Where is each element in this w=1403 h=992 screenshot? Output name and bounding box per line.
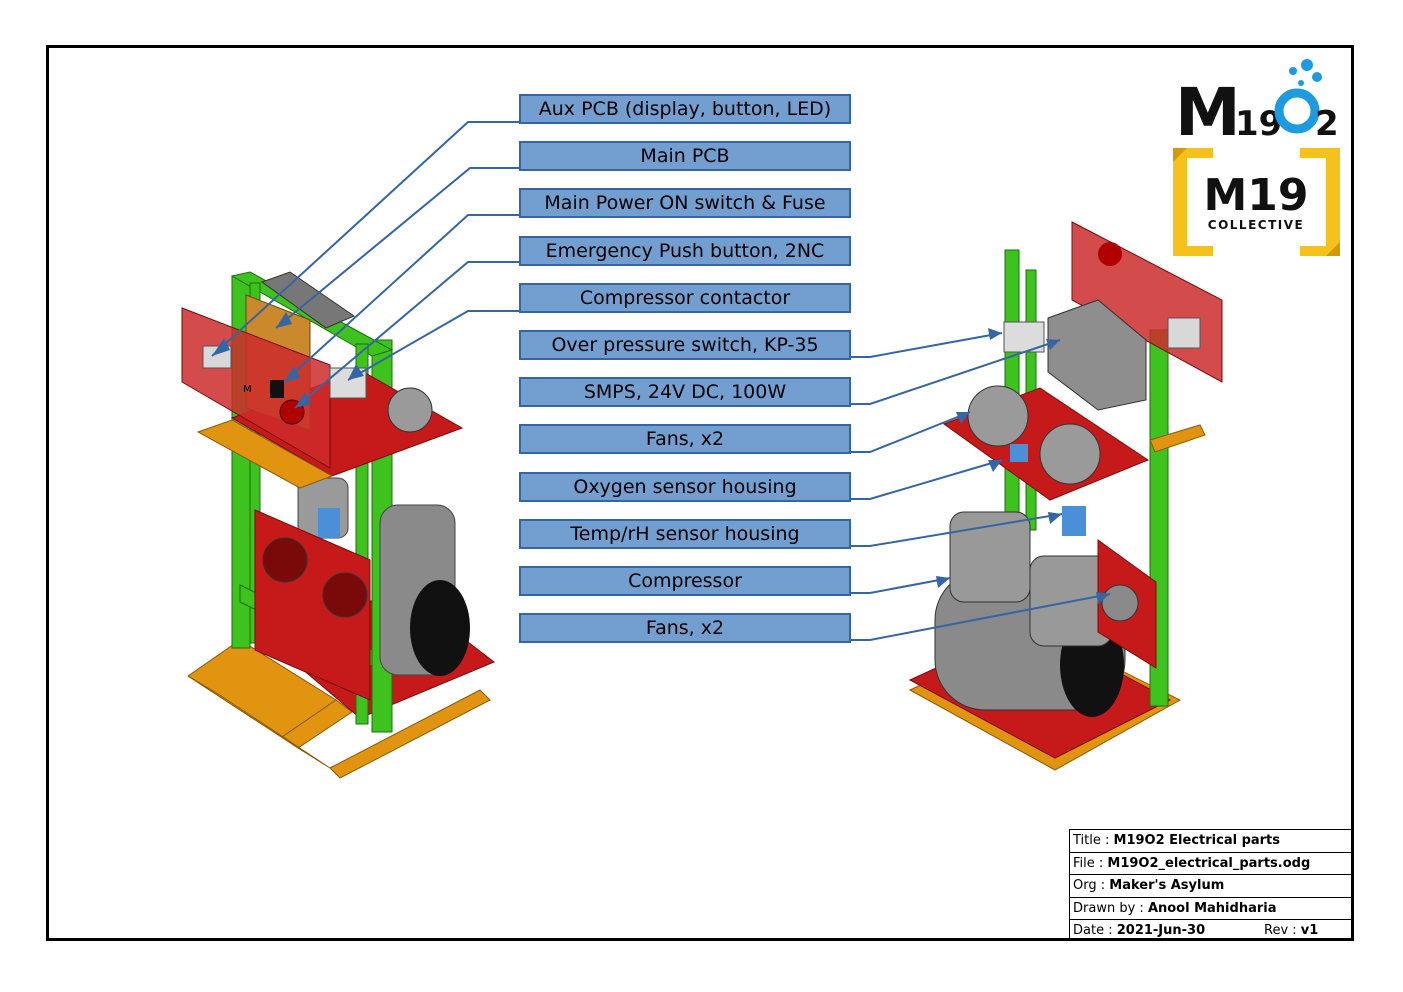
callout-compressor-contactor: Compressor contactor	[519, 283, 851, 313]
logo-m-letter: M	[1175, 74, 1241, 140]
m19o2-logo: M 19 2	[1175, 55, 1342, 151]
collective-sub-text: COLLECTIVE	[1208, 218, 1304, 232]
callout-fans-bottom: Fans, x2	[519, 613, 851, 643]
file-row: File : M19O2_electrical_parts.odg	[1070, 853, 1354, 875]
callout-emergency-button: Emergency Push button, 2NC	[519, 236, 851, 266]
drawn-value: Anool Mahidharia	[1147, 900, 1277, 916]
title-row: Title : M19O2 Electrical parts	[1070, 830, 1354, 853]
date-label: Date :	[1073, 923, 1113, 938]
m19-collective-logo: M19 COLLECTIVE	[1173, 148, 1340, 256]
right-smps	[1047, 299, 1147, 411]
title-value: M19O2 Electrical parts	[1113, 833, 1281, 848]
right-assembly	[908, 221, 1223, 771]
callout-over-pressure-switch: Over pressure switch, KP-35	[519, 330, 851, 360]
callout-oxygen-sensor: Oxygen sensor housing	[519, 472, 851, 502]
left-base-frame	[187, 639, 491, 779]
org-value: Maker's Asylum	[1109, 878, 1225, 893]
rev-field: Rev : v1	[1264, 920, 1318, 941]
file-label: File :	[1073, 855, 1104, 871]
left-assembly: M	[181, 271, 495, 779]
callout-power-switch: Main Power ON switch & Fuse	[519, 188, 851, 218]
drawn-label: Drawn by :	[1073, 900, 1144, 916]
callout-compressor: Compressor	[519, 566, 851, 596]
rev-value: v1	[1300, 923, 1319, 938]
drawn-row: Drawn by : Anool Mahidharia	[1070, 898, 1354, 920]
file-value: M19O2_electrical_parts.odg	[1107, 855, 1311, 871]
svg-text:M: M	[243, 384, 252, 395]
callout-temp-rh-sensor: Temp/rH sensor housing	[519, 519, 851, 549]
callout-aux-pcb: Aux PCB (display, button, LED)	[519, 94, 851, 124]
drawing-border	[46, 45, 1354, 941]
left-compressor	[297, 477, 470, 676]
logo-2: 2	[1315, 104, 1339, 140]
callout-main-pcb: Main PCB	[519, 141, 851, 171]
callout-smps: SMPS, 24V DC, 100W	[519, 377, 851, 407]
org-row: Org : Maker's Asylum	[1070, 875, 1354, 898]
collective-m19-text: M19	[1203, 170, 1308, 221]
left-fan-panel	[254, 509, 371, 701]
leader-lines	[211, 121, 1111, 641]
date-value: 2021-Jun-30	[1116, 923, 1206, 938]
leader-arrowheads	[212, 312, 1110, 604]
rev-label: Rev :	[1264, 923, 1297, 938]
title-block: Title : M19O2 Electrical parts File : M1…	[1069, 829, 1354, 941]
right-compressor	[934, 506, 1126, 717]
callout-fans-top: Fans, x2	[519, 424, 851, 454]
org-label: Org :	[1073, 878, 1106, 893]
date-rev-row: Date : 2021-Jun-30 Rev : v1	[1070, 920, 1354, 943]
logo-19: 19	[1235, 104, 1282, 140]
title-label: Title :	[1073, 833, 1110, 848]
